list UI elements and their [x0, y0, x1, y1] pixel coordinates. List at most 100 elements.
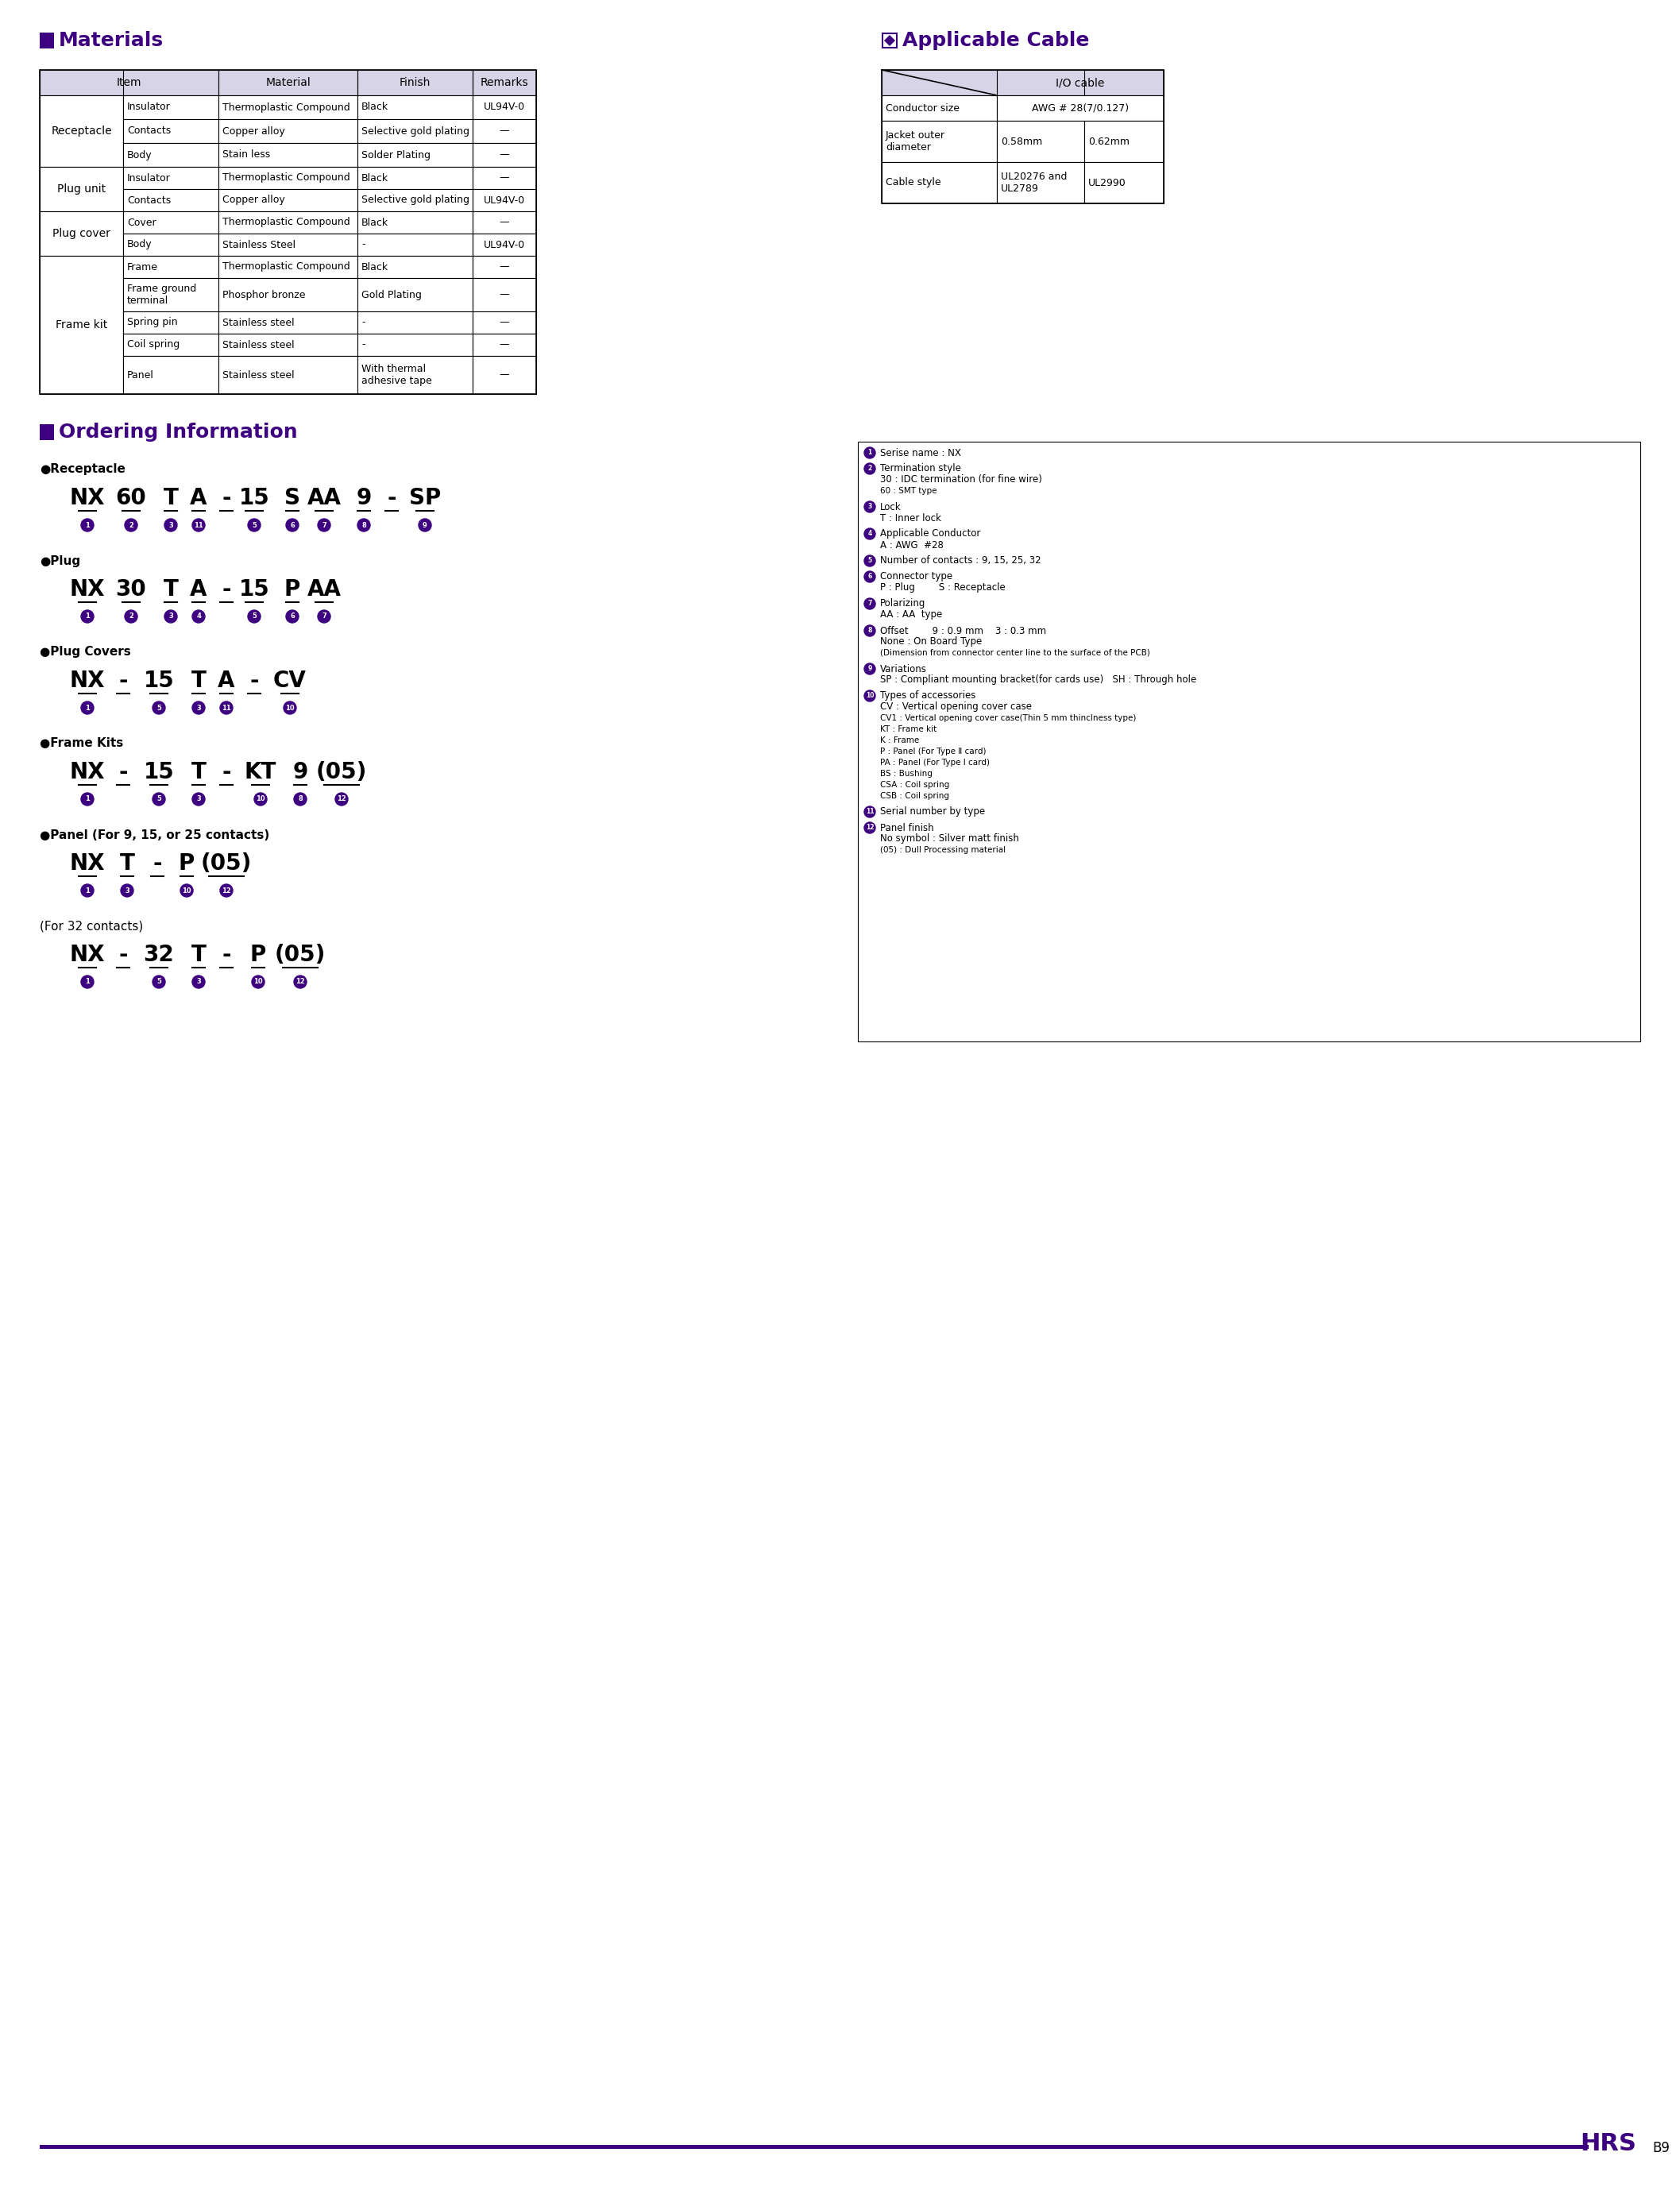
Text: 0.62mm: 0.62mm [1089, 136, 1129, 147]
Text: 0.58mm: 0.58mm [1001, 136, 1042, 147]
Text: UL20276 and
UL2789: UL20276 and UL2789 [1001, 171, 1067, 195]
Text: Applicable Cable: Applicable Cable [902, 31, 1089, 50]
Bar [882, 70, 1164, 96]
Circle shape [864, 448, 875, 459]
Text: Gold Plating: Gold Plating [361, 289, 422, 300]
Bar [358, 118, 472, 142]
Bar [40, 2145, 1589, 2150]
Text: T: T [192, 761, 207, 783]
Text: Number of contacts : 9, 15, 25, 32: Number of contacts : 9, 15, 25, 32 [880, 555, 1042, 566]
Bar [40, 212, 123, 256]
Text: NX: NX [69, 669, 106, 691]
Bar [123, 142, 218, 166]
Text: -: - [119, 945, 128, 967]
Bar [358, 278, 472, 311]
Text: AWG # 28(7/0.127): AWG # 28(7/0.127) [1032, 103, 1129, 114]
Circle shape [153, 702, 165, 715]
Text: (05): (05) [276, 945, 326, 967]
Circle shape [284, 702, 296, 715]
Text: SP: SP [408, 488, 440, 510]
Text: K : Frame: K : Frame [880, 737, 919, 744]
Text: Stain less: Stain less [222, 149, 270, 160]
Text: A: A [190, 488, 207, 510]
Bar [123, 356, 218, 394]
Text: Serise name : NX: Serise name : NX [880, 448, 961, 457]
Text: Connector type: Connector type [880, 571, 953, 582]
Text: A: A [218, 669, 235, 691]
Text: 10: 10 [286, 704, 294, 711]
Text: 4: 4 [867, 529, 872, 538]
Text: T: T [163, 488, 178, 510]
Text: 1: 1 [86, 978, 89, 986]
Text: Panel: Panel [128, 370, 155, 381]
Text: Offset        9 : 0.9 mm    3 : 0.3 mm: Offset 9 : 0.9 mm 3 : 0.3 mm [880, 625, 1047, 636]
Text: NX: NX [69, 945, 106, 967]
Circle shape [864, 822, 875, 833]
Bar [996, 162, 1084, 203]
Bar [1084, 162, 1164, 203]
Text: 1: 1 [86, 521, 89, 529]
Text: 60 : SMT type: 60 : SMT type [880, 488, 937, 494]
Text: UL94V-0: UL94V-0 [484, 195, 526, 206]
Bar [472, 166, 536, 188]
Circle shape [864, 599, 875, 610]
Circle shape [220, 702, 234, 715]
Text: 10: 10 [181, 888, 192, 894]
Bar [882, 120, 996, 162]
Text: Selective gold plating: Selective gold plating [361, 195, 469, 206]
Text: Insulator: Insulator [128, 103, 171, 112]
Bar [358, 212, 472, 234]
Text: Remarks: Remarks [480, 77, 529, 87]
Text: CSA : Coil spring: CSA : Coil spring [880, 781, 949, 790]
Text: Selective gold plating: Selective gold plating [361, 127, 469, 136]
Bar [358, 311, 472, 335]
Text: —: — [499, 262, 509, 271]
Text: 15: 15 [143, 669, 175, 691]
Bar [358, 234, 472, 256]
Text: (05): (05) [316, 761, 368, 783]
Text: -: - [119, 669, 128, 691]
Bar [218, 234, 358, 256]
Text: 3: 3 [168, 612, 173, 621]
Circle shape [864, 464, 875, 475]
Text: —: — [499, 127, 509, 136]
Text: Solder Plating: Solder Plating [361, 149, 430, 160]
Bar [472, 234, 536, 256]
Text: B9: B9 [1651, 2141, 1670, 2154]
Text: Black: Black [361, 173, 388, 184]
Bar [996, 120, 1084, 162]
Circle shape [249, 518, 260, 531]
Circle shape [286, 610, 299, 623]
Circle shape [254, 794, 267, 805]
Text: Spring pin: Spring pin [128, 317, 178, 328]
Text: 9: 9 [356, 488, 371, 510]
Text: 11: 11 [865, 809, 874, 816]
Circle shape [165, 610, 176, 623]
Text: -: - [361, 241, 365, 249]
Bar [358, 96, 472, 118]
Circle shape [81, 610, 94, 623]
Text: Plug unit: Plug unit [57, 184, 106, 195]
Text: 8: 8 [361, 521, 366, 529]
Text: -: - [153, 853, 161, 875]
Text: 12: 12 [865, 824, 874, 831]
Bar [358, 256, 472, 278]
Text: CSB : Coil spring: CSB : Coil spring [880, 792, 949, 800]
Text: Finish: Finish [400, 77, 430, 87]
Text: Coil spring: Coil spring [128, 339, 180, 350]
Bar [472, 142, 536, 166]
Text: I/O cable: I/O cable [1057, 77, 1105, 87]
Text: 15: 15 [239, 577, 269, 601]
Text: 7: 7 [323, 612, 326, 621]
Text: UL94V-0: UL94V-0 [484, 103, 526, 112]
Text: Thermoplastic Compound: Thermoplastic Compound [222, 173, 349, 184]
Text: NX: NX [69, 488, 106, 510]
Text: 12: 12 [222, 888, 232, 894]
Text: 15: 15 [143, 761, 175, 783]
Circle shape [192, 702, 205, 715]
Bar [472, 212, 536, 234]
Text: 9: 9 [292, 761, 307, 783]
Text: BS : Bushing: BS : Bushing [880, 770, 932, 779]
Text: 8: 8 [867, 628, 872, 634]
Circle shape [252, 975, 264, 989]
